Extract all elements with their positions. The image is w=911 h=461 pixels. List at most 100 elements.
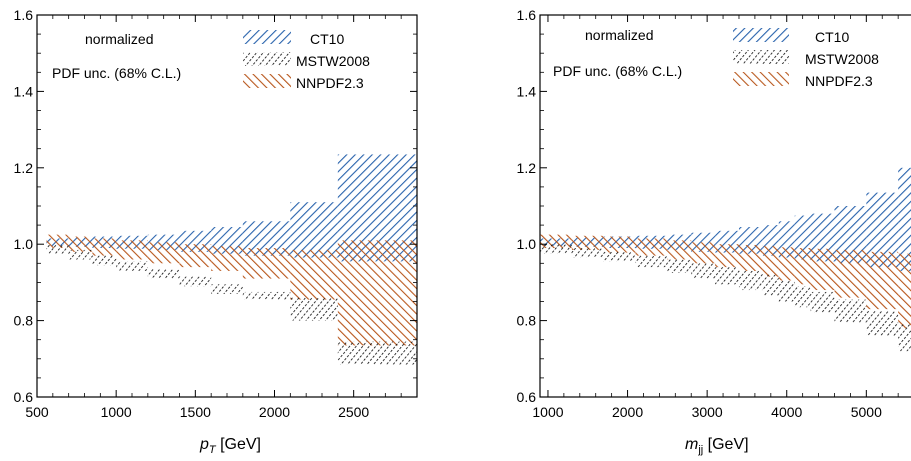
left-nnpdf2-3-band-bin-9	[337, 240, 417, 346]
right-legend: CT10 MSTW2008 NNPDF2.3	[733, 28, 879, 89]
right-legend-swatch-ct10	[733, 28, 789, 42]
right-nnpdf2-3-band-bin-12	[834, 249, 867, 298]
right-mstw2008-band-bin-12	[834, 299, 867, 323]
left-y-tick-label-0: 0.6	[14, 389, 34, 405]
left-series-mstw2008	[46, 244, 417, 365]
left-mstw2008-band-bin-9	[337, 341, 417, 365]
right-legend-swatch-nnpdf	[733, 72, 789, 86]
left-x-tick-label-3: 2000	[259, 404, 290, 420]
left-legend-label-mstw2008: MSTW2008	[296, 53, 370, 69]
left-mstw2008-band-bin-3	[116, 261, 148, 271]
left-nnpdf2-3-band-bin-5	[179, 244, 212, 268]
left-nnpdf2-3-band-bin-8	[290, 249, 338, 300]
right-x-axis-unit: [GeV]	[703, 436, 748, 453]
right-mstw2008-band-bin-8	[762, 274, 779, 296]
left-nnpdf2-3-band-bin-2	[92, 238, 117, 256]
right-x-axis-sub: jj	[697, 444, 703, 456]
right-mstw2008-band-bin-10	[794, 286, 811, 308]
right-mstw2008-band-bin-5	[691, 263, 716, 279]
right-nnpdf2-3-band-bin-9	[778, 247, 795, 281]
right-x-tick-label-0: 1000	[532, 404, 563, 420]
left-y-tick-label-5: 1.6	[14, 7, 34, 23]
right-mstw2008-band-bin-2	[603, 251, 636, 262]
right-mstw2008-band-bin-11	[810, 291, 835, 313]
left-nnpdf2-3-band-bin-7	[242, 248, 291, 279]
right-nnpdf2-3-band-bin-11	[810, 248, 835, 291]
left-nnpdf2-3-band-bin-4	[147, 242, 180, 264]
right-annotation-pdf-unc: PDF unc. (68% C.L.)	[553, 63, 682, 79]
left-series-nnpdf2-3	[46, 234, 417, 346]
right-legend-label-ct10: CT10	[815, 29, 849, 45]
left-y-tick-label-4: 1.4	[14, 83, 34, 99]
left-legend-label-nnpdf: NNPDF2.3	[296, 75, 364, 91]
right-nnpdf2-3-band-bin-8	[762, 246, 779, 277]
right-mstw2008-band-bin-14	[898, 324, 911, 352]
left-panel-bands	[46, 154, 417, 365]
left-annotation-normalized: normalized	[85, 31, 153, 47]
left-x-tick-label-2: 1500	[180, 404, 211, 420]
right-mstw2008-band-bin-0	[540, 244, 572, 254]
left-y-tick-label-3: 1.2	[14, 160, 34, 176]
left-mstw2008-band-bin-1	[68, 249, 93, 260]
left-legend-swatch-ct10	[243, 30, 291, 44]
right-nnpdf2-3-band-bin-14	[898, 253, 911, 329]
left-panel: 500 1000 1500 2000 2500 0.6 0.8 1.0 1.2 1.4 1.6 no…	[14, 7, 418, 456]
left-x-tick-label-0: 500	[25, 404, 49, 420]
left-x-axis-unit: [GeV]	[216, 436, 261, 453]
right-x-axis-label: mjj [GeV]	[685, 436, 749, 456]
right-nnpdf2-3-band-bin-10	[794, 248, 811, 285]
right-y-tick-label-4: 1.4	[517, 83, 537, 99]
left-mstw2008-band-bin-8	[290, 297, 338, 321]
right-nnpdf2-3-band-bin-3	[635, 238, 668, 256]
right-mstw2008-band-bin-9	[778, 280, 795, 302]
right-y-tick-label-2: 1.0	[517, 236, 537, 252]
left-x-axis-sub: T	[209, 444, 217, 456]
left-nnpdf2-3-band-bin-6	[211, 246, 243, 271]
right-y-tick-label-3: 1.2	[517, 160, 537, 176]
left-x-axis-var: p	[199, 436, 209, 453]
right-series-mstw2008	[540, 244, 911, 352]
right-mstw2008-band-bin-7	[738, 270, 763, 291]
right-panel-ticks: 1000 2000 3000 4000 5000 0.6 0.8 1.0 1.2 1.4 1.6	[517, 7, 899, 420]
right-series-nnpdf2-3	[540, 234, 911, 329]
left-mstw2008-band-bin-6	[211, 284, 243, 294]
left-mstw2008-band-bin-2	[92, 255, 117, 266]
right-nnpdf2-3-band-bin-6	[715, 244, 739, 268]
right-panel: 1000 2000 3000 4000 5000 0.6 0.8 1.0 1.2 1.4 1.6 n…	[517, 7, 911, 456]
left-legend-label-ct10: CT10	[310, 31, 344, 47]
right-legend-label-mstw2008: MSTW2008	[805, 51, 879, 67]
right-legend-swatch-mstw2008	[733, 50, 789, 64]
right-annotation-normalized: normalized	[585, 27, 653, 43]
left-legend-swatch-nnpdf	[243, 74, 291, 88]
right-ct10-band-bin-14	[898, 167, 911, 271]
right-nnpdf2-3-band-bin-7	[738, 244, 763, 271]
right-legend-label-nnpdf: NNPDF2.3	[805, 73, 873, 89]
left-y-tick-label-2: 1.0	[14, 236, 34, 252]
left-nnpdf2-3-band-bin-3	[116, 240, 148, 260]
right-mstw2008-band-bin-4	[667, 259, 692, 273]
left-mstw2008-band-bin-0	[46, 244, 69, 254]
left-ct10-band-bin-8	[290, 202, 338, 258]
left-series-ct10	[46, 154, 417, 262]
right-x-tick-label-1: 2000	[612, 404, 643, 420]
right-y-tick-label-5: 1.6	[517, 7, 537, 23]
right-y-tick-label-0: 0.6	[517, 389, 537, 405]
left-annotation-pdf-unc: PDF unc. (68% C.L.)	[52, 65, 181, 81]
left-mstw2008-band-bin-7	[242, 291, 291, 300]
right-x-tick-label-4: 5000	[851, 404, 882, 420]
right-mstw2008-band-bin-1	[571, 248, 604, 258]
right-mstw2008-band-bin-13	[866, 311, 899, 336]
left-nnpdf2-3-band-bin-1	[68, 236, 93, 252]
right-nnpdf2-3-band-bin-5	[691, 242, 716, 264]
right-mstw2008-band-bin-6	[715, 267, 739, 285]
right-x-tick-label-3: 4000	[771, 404, 802, 420]
right-x-axis-var: m	[685, 436, 698, 453]
right-panel-bands	[540, 167, 911, 352]
left-x-tick-label-1: 1000	[101, 404, 132, 420]
left-mstw2008-band-bin-4	[147, 269, 180, 279]
left-mstw2008-band-bin-5	[179, 276, 212, 287]
left-legend-swatch-mstw2008	[243, 52, 291, 66]
left-x-axis-label: pT [GeV]	[199, 436, 261, 456]
left-x-tick-label-4: 2500	[338, 404, 369, 420]
